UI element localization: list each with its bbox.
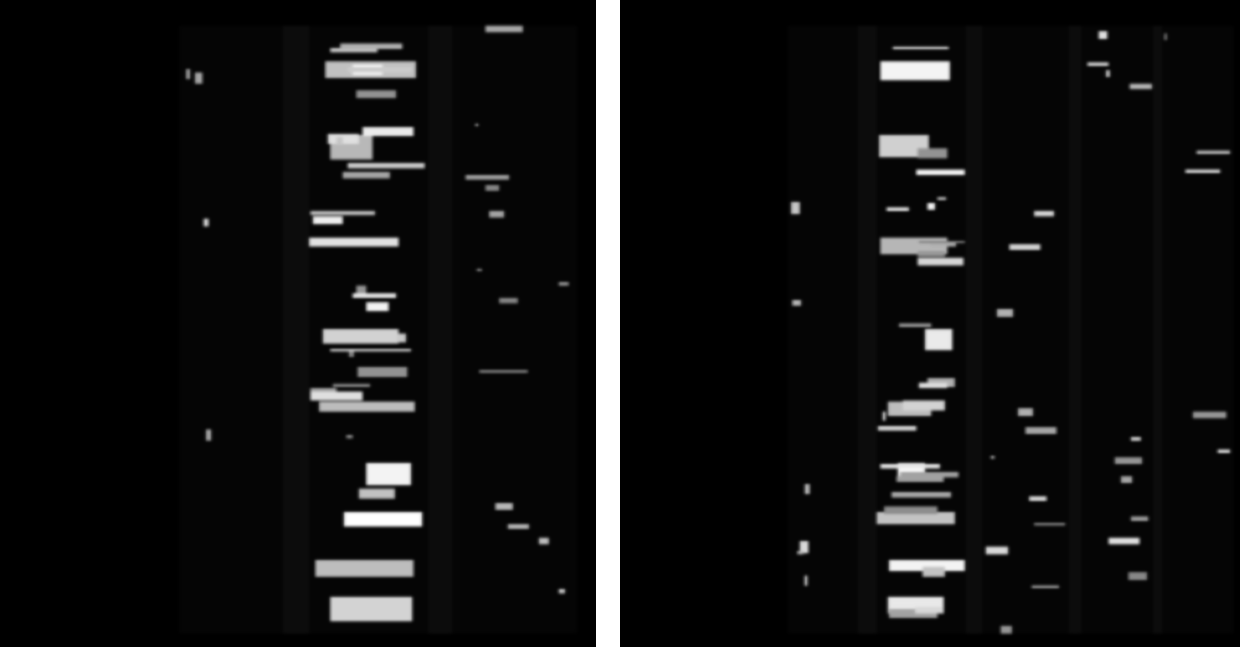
Text: 34.0 kD: 34.0 kD — [682, 576, 732, 589]
Text: 130.0 kD: 130.0 kD — [675, 68, 732, 81]
Text: 34.0 kD: 34.0 kD — [76, 576, 125, 589]
Text: 43.0 kD: 43.0 kD — [76, 424, 125, 437]
Text: 4: 4 — [1193, 10, 1203, 24]
Text: 43.0 kD: 43.0 kD — [682, 424, 732, 437]
Text: B: B — [626, 10, 641, 28]
Text: 72.0 kD: 72.0 kD — [76, 252, 125, 265]
Text: 55.0 kD: 55.0 kD — [682, 346, 732, 359]
Text: 180.0 kD: 180.0 kD — [67, 36, 125, 49]
Text: A: A — [6, 10, 21, 28]
Text: 180.0 kD: 180.0 kD — [675, 36, 732, 49]
Text: 1: 1 — [365, 10, 374, 24]
Text: 130.0 kD: 130.0 kD — [675, 168, 732, 181]
Text: 130.0 kD: 130.0 kD — [67, 68, 125, 81]
Text: 55.0 kD: 55.0 kD — [76, 346, 125, 359]
Text: M: M — [815, 10, 831, 24]
Text: 2: 2 — [510, 10, 520, 24]
Text: 3: 3 — [1112, 10, 1122, 24]
Text: 72.0 kD: 72.0 kD — [682, 252, 732, 265]
Text: 1: 1 — [918, 10, 928, 24]
Text: 130.0 kD: 130.0 kD — [67, 168, 125, 181]
Text: M: M — [223, 10, 238, 24]
Text: 2: 2 — [1022, 10, 1030, 24]
